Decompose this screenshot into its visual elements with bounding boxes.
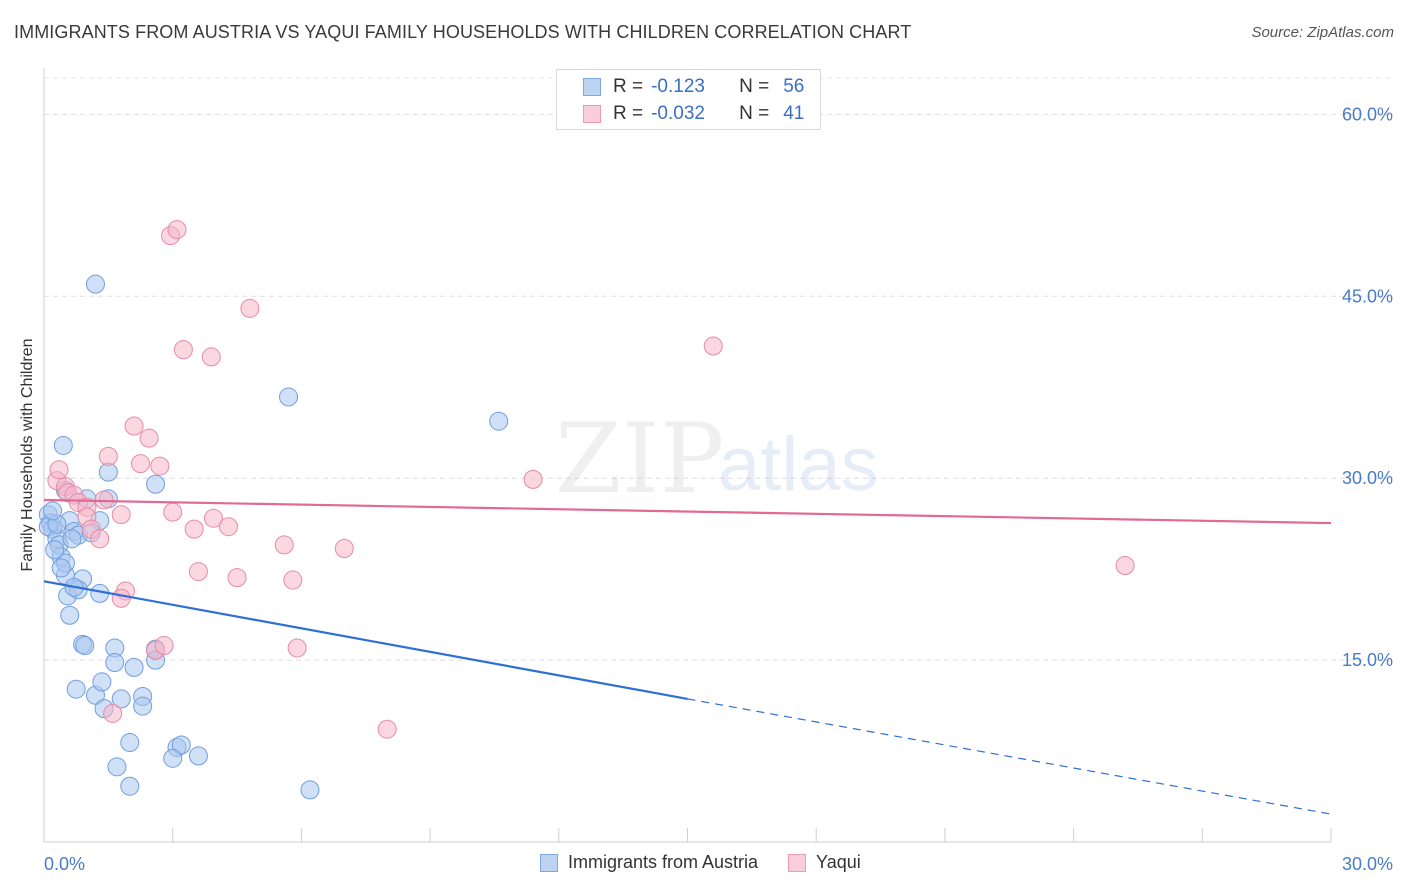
watermark: ZIP atlas [555, 403, 879, 515]
legend-n-value: 41 [783, 103, 805, 124]
trend-line-austria-extrapolated [687, 698, 1332, 815]
y-tick-label: 45.0% [1342, 286, 1393, 306]
point-austria [62, 529, 82, 549]
point-yaqui [154, 636, 174, 656]
legend-n-label: N = [739, 76, 770, 97]
axes [43, 68, 1332, 843]
legend-label-yaqui: Yaqui [816, 852, 861, 872]
point-yaqui [111, 588, 131, 608]
point-yaqui [103, 703, 123, 723]
legend-swatch-yaqui [583, 105, 601, 123]
correlation-legend: R = -0.123 N = 56 R = -0.032 N = 41 [556, 69, 821, 130]
point-austria [107, 757, 127, 777]
trend-lines [43, 498, 1332, 815]
point-yaqui [287, 638, 307, 658]
x-tick-label-max: 30.0% [1342, 854, 1393, 874]
point-austria [489, 411, 509, 431]
point-yaqui [49, 460, 69, 480]
point-yaqui [98, 446, 118, 466]
point-yaqui [240, 298, 260, 318]
point-yaqui [218, 517, 238, 537]
y-tick-label: 30.0% [1342, 468, 1393, 488]
trend-line-austria [43, 580, 688, 700]
point-yaqui [703, 336, 723, 356]
point-austria [85, 274, 105, 294]
point-yaqui [139, 428, 159, 448]
point-austria [43, 501, 63, 521]
point-austria [171, 735, 191, 755]
point-austria [111, 689, 131, 709]
point-yaqui [163, 502, 183, 522]
point-yaqui [184, 519, 204, 539]
point-yaqui [188, 562, 208, 582]
watermark-zip: ZIP [555, 403, 724, 515]
legend-r-value: -0.123 [651, 76, 705, 97]
x-tick-label-min: 0.0% [44, 854, 85, 874]
point-yaqui [90, 529, 110, 549]
point-austria [120, 733, 140, 753]
point-austria [105, 653, 125, 673]
grid-lines [44, 77, 1393, 661]
point-yaqui [227, 568, 247, 588]
point-yaqui [150, 456, 170, 476]
point-austria [60, 605, 80, 625]
legend-item-yaqui[interactable]: Yaqui [788, 852, 861, 873]
legend-row-yaqui: R = -0.032 N = 41 [583, 101, 804, 127]
point-austria [120, 776, 140, 796]
legend-row-austria: R = -0.123 N = 56 [583, 74, 804, 100]
source-label: Source: ZipAtlas.com [1251, 24, 1394, 41]
point-yaqui [124, 416, 144, 436]
point-austria [279, 387, 299, 407]
point-yaqui [203, 508, 223, 528]
point-yaqui [111, 505, 131, 525]
trend-line-yaqui [43, 498, 1332, 525]
point-austria [124, 657, 144, 677]
legend-label-austria: Immigrants from Austria [568, 852, 759, 872]
point-austria [300, 780, 320, 800]
point-yaqui [274, 535, 294, 555]
point-yaqui [173, 340, 193, 360]
point-austria [146, 474, 166, 494]
point-austria [75, 636, 95, 656]
y-tick-label: 15.0% [1342, 650, 1393, 670]
series-legend: Immigrants from Austria Yaqui [540, 852, 891, 873]
point-yaqui [1115, 556, 1135, 576]
point-austria [188, 746, 208, 766]
legend-swatch-austria [583, 78, 601, 96]
point-yaqui [283, 570, 303, 590]
chart-title: IMMIGRANTS FROM AUSTRIA VS YAQUI FAMILY … [14, 22, 912, 42]
point-austria [92, 672, 112, 692]
point-austria [51, 558, 71, 578]
point-yaqui [334, 539, 354, 559]
legend-n-label: N = [739, 103, 770, 124]
point-yaqui [201, 347, 221, 367]
point-yaqui [523, 469, 543, 489]
point-austria [45, 540, 65, 560]
legend-swatch-yaqui [788, 853, 807, 872]
legend-r-value: -0.032 [651, 103, 705, 124]
point-austria [53, 435, 73, 455]
point-yaqui [167, 220, 187, 240]
y-tick-label: 60.0% [1342, 104, 1393, 124]
point-austria [66, 679, 86, 699]
legend-swatch-austria [540, 853, 558, 872]
legend-item-austria[interactable]: Immigrants from Austria [540, 852, 758, 873]
legend-n-value: 56 [783, 76, 805, 97]
legend-r-label: R = [613, 103, 644, 124]
point-yaqui [377, 719, 397, 739]
y-tick-labels: 15.0% 30.0% 45.0% 60.0% [1342, 104, 1393, 670]
point-austria [133, 696, 153, 716]
legend-r-label: R = [613, 76, 644, 97]
watermark-atlas: atlas [718, 422, 879, 507]
point-austria [163, 748, 183, 768]
point-yaqui [131, 454, 151, 474]
